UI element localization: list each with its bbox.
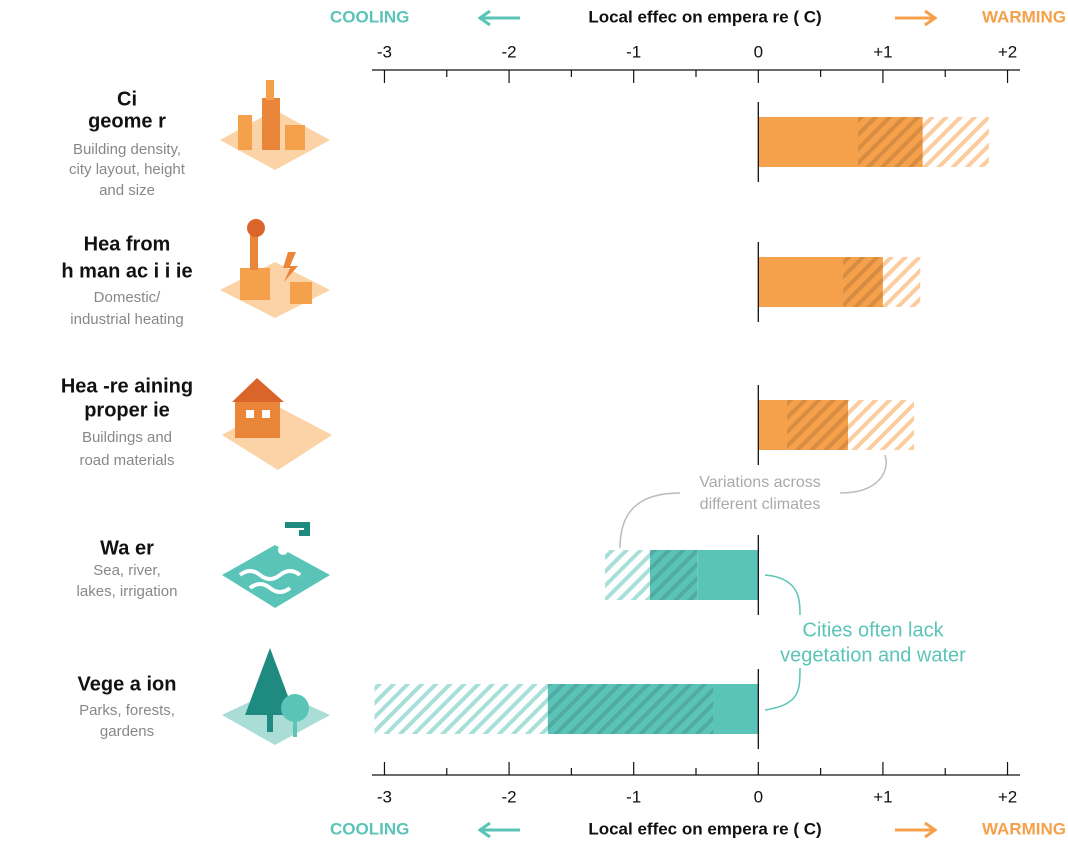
annotation-connector (765, 668, 800, 710)
header-cooling: COOLING (330, 819, 409, 838)
bar-segment (605, 550, 650, 600)
row-title: Vege a ion (78, 673, 177, 695)
annotation: Variations across (699, 474, 821, 491)
row-subtitle: Parks, forests, (79, 702, 175, 719)
x-tick-label: -2 (502, 42, 517, 61)
row-title: Hea -re aining (61, 375, 193, 397)
bar-segment (697, 550, 758, 600)
header-axis-label: Local effec on empera re ( C) (588, 819, 821, 838)
icon-water (222, 525, 330, 608)
chart: COOLING Local effec on empera re ( C) WARM… (0, 0, 1068, 843)
x-tick-label: -3 (377, 42, 392, 61)
bar-segment (758, 257, 843, 307)
row-subtitle: Sea, river, (93, 562, 161, 579)
row-title: h man ac i i ie (61, 260, 192, 282)
bar-segment (713, 684, 758, 734)
header-warming: WARMING (982, 7, 1066, 26)
x-tick-label: +1 (873, 787, 892, 806)
annotation: vegetation and water (780, 644, 966, 666)
row-subtitle: gardens (100, 723, 154, 740)
row-subtitle: industrial heating (70, 311, 183, 328)
bar-segment (758, 117, 858, 167)
bar-segment (548, 684, 714, 734)
annotation-connector (840, 455, 886, 493)
header-cooling: COOLING (330, 7, 409, 26)
row-subtitle: and size (99, 182, 155, 199)
x-tick-label: -3 (377, 787, 392, 806)
row-title: Hea from (84, 233, 171, 255)
arrow-right (895, 11, 935, 25)
bar-segment (758, 400, 787, 450)
bar-segment (650, 550, 697, 600)
bar-segment (858, 117, 923, 167)
row-subtitle: lakes, irrigation (77, 583, 178, 600)
icon-city (220, 80, 330, 170)
bar-segment (843, 257, 883, 307)
row-title: proper ie (84, 399, 170, 421)
annotation: Cities often lack (802, 619, 944, 641)
icon-heat (220, 219, 330, 318)
annotation-connector (765, 575, 800, 615)
row-subtitle: city layout, height (69, 161, 186, 178)
bar-segment (848, 400, 914, 450)
x-tick-label: 0 (754, 787, 763, 806)
arrow-left (480, 11, 520, 25)
x-tick-label: +2 (998, 42, 1017, 61)
x-tick-label: +2 (998, 787, 1017, 806)
bar-segment (923, 117, 989, 167)
x-tick-label: +1 (873, 42, 892, 61)
icon-trees (222, 648, 330, 745)
bar-segment (374, 684, 547, 734)
header-axis-label: Local effec on empera re ( C) (588, 7, 821, 26)
arrow-left (480, 823, 520, 837)
row-title: geome r (88, 110, 166, 132)
row-title: Wa er (100, 537, 154, 559)
arrow-right (895, 823, 935, 837)
header-warming: WARMING (982, 819, 1066, 838)
x-tick-label: -1 (626, 42, 641, 61)
annotation: different climates (700, 496, 821, 513)
row-title: Ci (117, 88, 137, 110)
x-tick-label: -2 (502, 787, 517, 806)
bar-segment (883, 257, 920, 307)
x-tick-label: -1 (626, 787, 641, 806)
row-subtitle: road materials (79, 452, 174, 469)
row-subtitle: Building density, (73, 141, 181, 158)
annotation-connector (620, 493, 680, 548)
icon-house (222, 378, 332, 470)
row-subtitle: Domestic/ (94, 289, 162, 306)
x-tick-label: 0 (754, 42, 763, 61)
bar-segment (787, 400, 848, 450)
row-subtitle: Buildings and (82, 429, 172, 446)
